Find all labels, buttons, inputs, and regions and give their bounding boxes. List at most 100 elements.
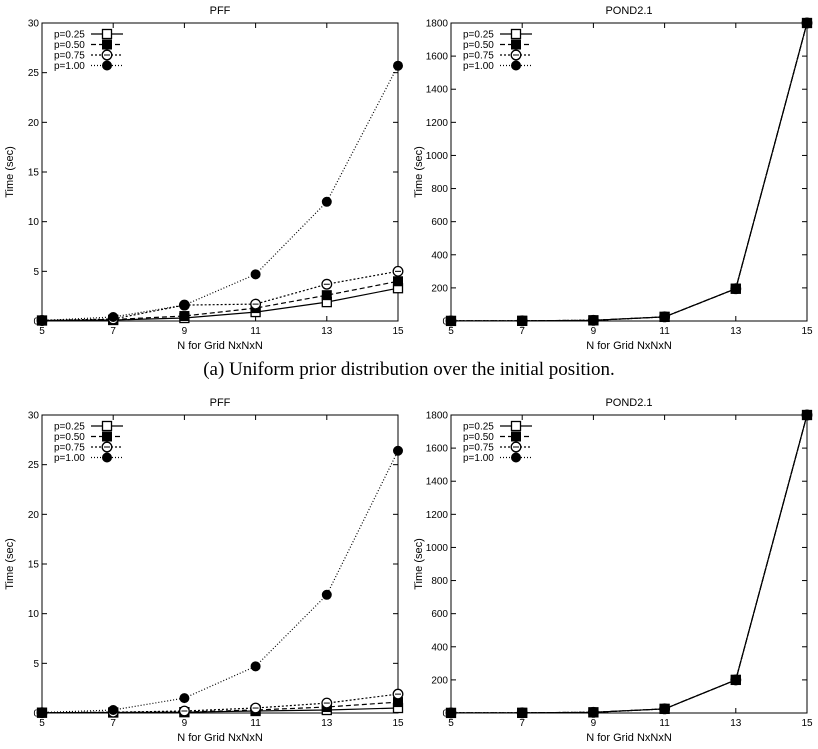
figure-caption: (a) Uniform prior distribution over the … <box>203 359 615 380</box>
y-tick-label: 25 <box>28 460 40 471</box>
series-p=0.25 <box>445 409 813 719</box>
x-tick-label: 7 <box>519 718 525 729</box>
series-line <box>450 414 808 714</box>
series-line <box>41 65 399 322</box>
y-axis-label: Time (sec) <box>413 146 425 198</box>
legend-marker <box>102 39 112 50</box>
x-tick-label: 7 <box>519 326 525 337</box>
x-tick-label: 7 <box>110 718 116 729</box>
y-tick-label: 20 <box>28 118 40 129</box>
series-p=1.00 <box>37 60 403 326</box>
series-p=0.25 <box>36 283 404 326</box>
series-p=0.75 <box>445 17 813 327</box>
y-tick-label: 800 <box>431 184 448 195</box>
series-line <box>41 287 399 322</box>
y-tick-label: 400 <box>431 250 448 261</box>
legend-marker <box>511 431 521 442</box>
y-tick-label: 5 <box>33 267 39 278</box>
x-tick-label: 13 <box>321 718 333 729</box>
series-p=0.75 <box>36 265 404 326</box>
legend-label: p=0.50 <box>463 432 494 443</box>
data-point <box>108 312 119 323</box>
y-tick-label: 15 <box>28 168 40 179</box>
series-line <box>41 693 399 714</box>
data-point <box>37 707 47 718</box>
y-tick-label: 1200 <box>426 510 449 521</box>
data-point <box>802 410 812 420</box>
chart-title: POND2.1 <box>605 397 652 409</box>
legend: p=0.25p=0.50p=0.75p=1.00 <box>463 420 532 464</box>
legend-label: p=0.25 <box>54 422 85 433</box>
chart-svg: POND2.1 0 200 400 600 800 1000 1200 1400 1600 1800… <box>413 397 813 744</box>
legend-label: p=0.50 <box>463 40 494 51</box>
series-line <box>41 270 399 322</box>
y-tick-label: 1800 <box>426 19 449 30</box>
y-tick-label: 0 <box>33 709 39 720</box>
legend-label: p=1.00 <box>54 61 85 72</box>
legend-label: p=0.75 <box>54 51 85 62</box>
x-axis-label: N for Grid NxNxN <box>177 340 263 352</box>
chart-title: PFF <box>210 5 231 17</box>
series-line <box>450 414 808 714</box>
series-p=0.75 <box>445 409 813 719</box>
y-tick-label: 1800 <box>426 411 449 422</box>
y-tick-label: 400 <box>431 642 448 653</box>
legend-marker <box>510 420 522 432</box>
x-axis-label: N for Grid NxNxN <box>586 732 672 744</box>
legend-marker <box>510 28 522 40</box>
data-point <box>588 707 599 718</box>
data-point <box>393 276 403 287</box>
series-p=1.00 <box>446 410 812 718</box>
y-tick-label: 600 <box>431 609 448 620</box>
data-point <box>179 300 190 311</box>
y-axis-label: Time (sec) <box>4 146 16 198</box>
data-point <box>730 674 741 685</box>
plot-frame <box>41 414 399 714</box>
series-line <box>450 22 808 322</box>
x-tick-label: 9 <box>591 326 597 337</box>
y-tick-label: 20 <box>28 510 40 521</box>
y-tick-label: 25 <box>28 68 40 79</box>
data-point <box>659 311 670 322</box>
legend-label: p=1.00 <box>463 61 494 72</box>
y-tick-label: 800 <box>431 576 448 587</box>
series-line <box>41 450 399 714</box>
y-tick-label: 200 <box>431 283 448 294</box>
data-point <box>179 311 190 322</box>
series-line <box>41 701 399 714</box>
y-axis-label: Time (sec) <box>4 538 16 590</box>
x-tick-label: 13 <box>321 326 333 337</box>
x-tick-label: 11 <box>659 326 670 337</box>
y-tick-label: 5 <box>33 659 39 670</box>
series-line <box>41 280 399 322</box>
legend-label: p=0.75 <box>463 51 494 62</box>
data-point <box>446 707 456 718</box>
y-tick-label: 1600 <box>426 444 449 455</box>
legend-marker <box>511 39 521 50</box>
y-tick-label: 10 <box>28 609 40 620</box>
series-p=0.50 <box>37 697 403 718</box>
plot-frame <box>41 22 399 322</box>
data-point <box>37 315 47 326</box>
legend: p=0.25p=0.50p=0.75p=1.00 <box>54 420 123 464</box>
series-p=1.00 <box>37 445 403 718</box>
chart-svg: POND2.1 0 200 400 600 800 1000 1200 1400 1600 1800… <box>413 5 813 352</box>
x-tick-label: 5 <box>448 718 454 729</box>
x-tick-label: 13 <box>730 326 742 337</box>
data-point <box>321 589 332 600</box>
x-axis-label: N for Grid NxNxN <box>586 340 672 352</box>
legend-marker <box>101 28 113 40</box>
series-p=0.50 <box>446 18 812 326</box>
x-tick-label: 7 <box>110 326 116 337</box>
x-tick-label: 11 <box>250 718 261 729</box>
data-point <box>250 661 261 672</box>
y-tick-label: 1400 <box>426 85 449 96</box>
chart-panel-pond-uniform: POND2.1 0 200 400 600 800 1000 1200 1400 1600 1800… <box>409 0 818 354</box>
legend-label: p=0.50 <box>54 40 85 51</box>
x-tick-label: 15 <box>392 718 404 729</box>
legend-label: p=0.50 <box>54 432 85 443</box>
data-point <box>179 693 190 704</box>
x-tick-label: 5 <box>39 326 45 337</box>
data-point <box>517 707 528 718</box>
